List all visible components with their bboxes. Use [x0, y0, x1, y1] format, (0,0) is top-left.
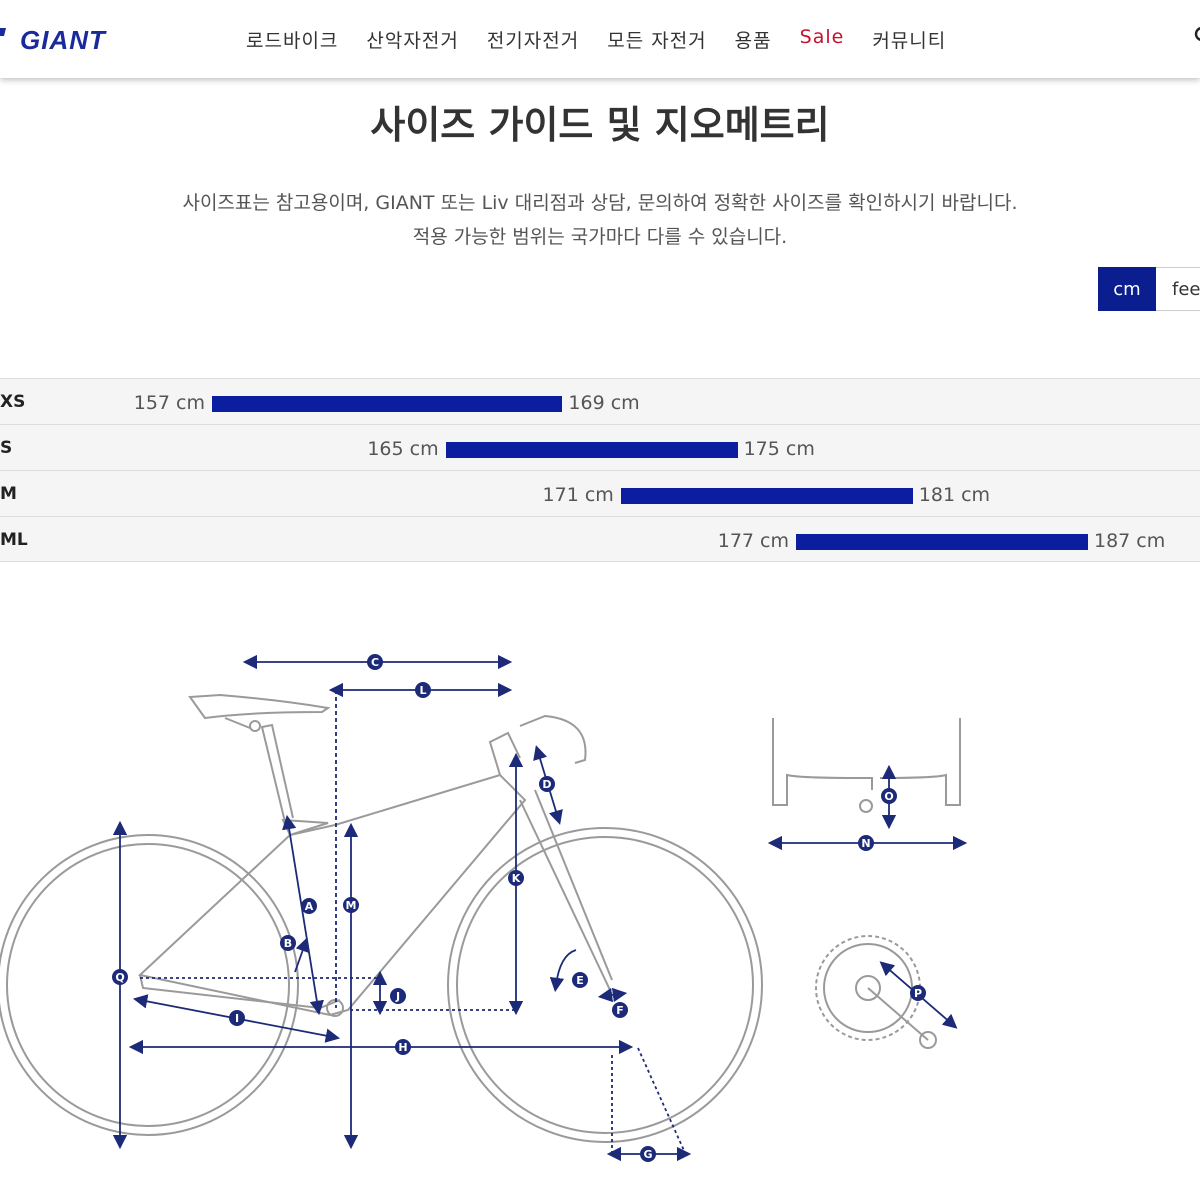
nav-item-gear[interactable]: 용품 — [734, 30, 772, 52]
dimension-badge-p: P — [910, 985, 926, 1001]
top-navigation: GIANT 로드바이크 산악자전거 전기자전거 모든 자전거 용품 Sale 커… — [0, 0, 1200, 78]
svg-text:E: E — [576, 974, 584, 987]
page-description: 사이즈표는 참고용이며, GIANT 또는 Liv 대리점과 상담, 문의하여 … — [0, 186, 1200, 254]
dimension-badge-l: L — [415, 682, 431, 698]
svg-text:Q: Q — [115, 971, 124, 984]
height-low-label: 171 cm — [542, 484, 614, 506]
dimension-badge-q: Q — [112, 969, 128, 985]
dimension-badge-k: K — [508, 870, 524, 886]
svg-text:A: A — [305, 900, 314, 913]
height-low-label: 177 cm — [717, 530, 789, 552]
svg-text:O: O — [884, 790, 893, 803]
svg-text:P: P — [914, 987, 922, 1000]
height-high-label: 187 cm — [1094, 530, 1166, 552]
height-high-label: 175 cm — [743, 438, 815, 460]
dimension-badges: A B C D E F G H I J K L M N O P Q — [112, 654, 926, 1162]
dimension-badge-e: E — [572, 972, 588, 988]
size-label: M — [0, 484, 17, 504]
nav-item-sale[interactable]: Sale — [799, 26, 845, 48]
giant-logo[interactable]: GIANT — [0, 24, 150, 56]
height-low-label: 157 cm — [133, 392, 205, 414]
dimension-badge-m: M — [343, 897, 359, 913]
nav-menu: 로드바이크 산악자전거 전기자전거 모든 자전거 용품 Sale 커뮤니티 — [246, 26, 974, 53]
dimension-badge-j: J — [390, 988, 406, 1004]
height-range-bar — [620, 488, 913, 504]
description-line-2: 적용 가능한 범위는 국가마다 다를 수 있습니다. — [412, 226, 788, 248]
unit-cm-button[interactable]: cm — [1098, 267, 1156, 311]
dimension-badge-c: C — [367, 654, 383, 670]
dimension-badge-h: H — [395, 1039, 411, 1055]
dimension-badge-o: O — [881, 788, 897, 804]
logo-text: GIANT — [20, 25, 107, 55]
search-icon[interactable] — [1192, 24, 1200, 46]
geometry-diagram: A B C D E F G H I J K L M N O P Q — [0, 654, 968, 1162]
height-low-label: 165 cm — [367, 438, 439, 460]
dimension-badge-i: I — [229, 1010, 245, 1026]
svg-text:H: H — [398, 1041, 407, 1054]
svg-text:D: D — [542, 778, 551, 791]
height-range-bar — [445, 442, 738, 458]
svg-text:M: M — [346, 899, 357, 912]
dimension-badge-n: N — [858, 835, 874, 851]
size-row-ml: ML 177 cm 187 cm — [0, 516, 1200, 562]
size-row-xs: XS 157 cm 169 cm — [0, 378, 1200, 424]
description-line-1: 사이즈표는 참고용이며, GIANT 또는 Liv 대리점과 상담, 문의하여 … — [182, 192, 1018, 214]
svg-text:B: B — [284, 937, 292, 950]
dimension-lines — [112, 654, 968, 1162]
nav-item-all-bikes[interactable]: 모든 자전거 — [607, 30, 707, 52]
dimension-badge-f: F — [612, 1002, 628, 1018]
dimension-badge-b: B — [280, 935, 296, 951]
height-high-label: 181 cm — [918, 484, 991, 506]
size-chart: XS 157 cm 169 cm S 165 cm 175 cm M 171 c… — [0, 378, 1200, 562]
svg-text:F: F — [616, 1004, 624, 1017]
nav-item-road-bike[interactable]: 로드바이크 — [246, 30, 339, 52]
height-high-label: 169 cm — [568, 392, 640, 414]
size-row-s: S 165 cm 175 cm — [0, 424, 1200, 470]
svg-text:N: N — [861, 837, 870, 850]
nav-item-community[interactable]: 커뮤니티 — [872, 30, 947, 52]
unit-feet-button[interactable]: feet — [1156, 267, 1200, 311]
height-range-bar — [796, 534, 1088, 550]
dimension-badge-g: G — [640, 1146, 656, 1162]
unit-toggle: cm feet — [1098, 267, 1200, 311]
size-label: S — [0, 438, 13, 458]
svg-text:K: K — [512, 872, 521, 885]
svg-text:J: J — [395, 990, 400, 1003]
page-title: 사이즈 가이드 및 지오메트리 — [370, 103, 830, 147]
bike-illustration — [0, 693, 763, 1143]
height-range-bar — [212, 396, 563, 412]
svg-text:C: C — [371, 656, 379, 669]
dimension-badge-d: D — [539, 776, 555, 792]
nav-item-e-bike[interactable]: 전기자전거 — [486, 30, 580, 52]
nav-item-mountain-bike[interactable]: 산악자전거 — [366, 30, 459, 52]
handlebar-illustration — [772, 718, 961, 813]
svg-text:I: I — [235, 1012, 239, 1025]
svg-text:L: L — [419, 684, 426, 697]
size-row-m: M 171 cm 181 cm — [0, 470, 1200, 516]
size-label: ML — [0, 530, 28, 550]
dimension-badge-a: A — [301, 898, 317, 914]
svg-text:G: G — [643, 1148, 652, 1161]
size-label: XS — [0, 392, 26, 412]
